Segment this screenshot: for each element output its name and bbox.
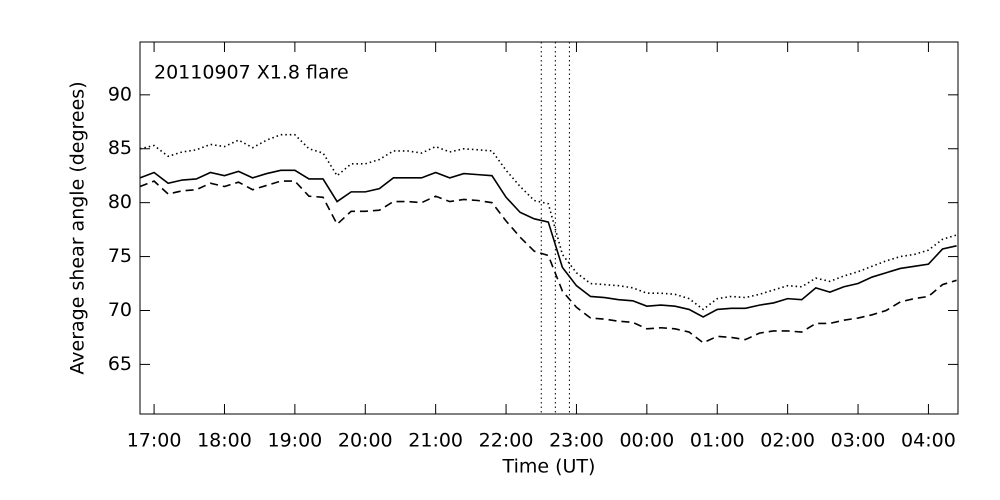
y-tick-label: 65 [108,353,132,375]
data-line [139,133,957,311]
x-tick-label: 23:00 [549,430,604,452]
data-line [139,169,957,318]
x-tick-label: 02:00 [760,430,815,452]
x-tick-label: 00:00 [619,430,674,452]
x-tick-label: 19:00 [267,430,322,452]
x-tick-label: 03:00 [831,430,886,452]
x-tick-label: 18:00 [197,430,252,452]
x-tick-label: 21:00 [408,430,463,452]
x-tick-label: 17:00 [127,430,182,452]
y-tick-label: 70 [108,299,132,321]
data-line [139,180,957,344]
plot-frame [139,41,959,415]
x-tick-label: 22:00 [479,430,534,452]
y-axis-label: Average shear angle (degrees) [67,81,89,374]
x-tick-label: 01:00 [690,430,745,452]
x-axis-label: Time (UT) [502,456,596,478]
x-tick-label: 20:00 [338,430,393,452]
annotation: 20110907 X1.8 flare [154,62,349,84]
y-tick-label: 90 [108,83,132,105]
x-tick-label: 04:00 [901,430,956,452]
y-tick-label: 85 [108,137,132,159]
y-tick-label: 80 [108,191,132,213]
y-tick-label: 75 [108,245,132,267]
